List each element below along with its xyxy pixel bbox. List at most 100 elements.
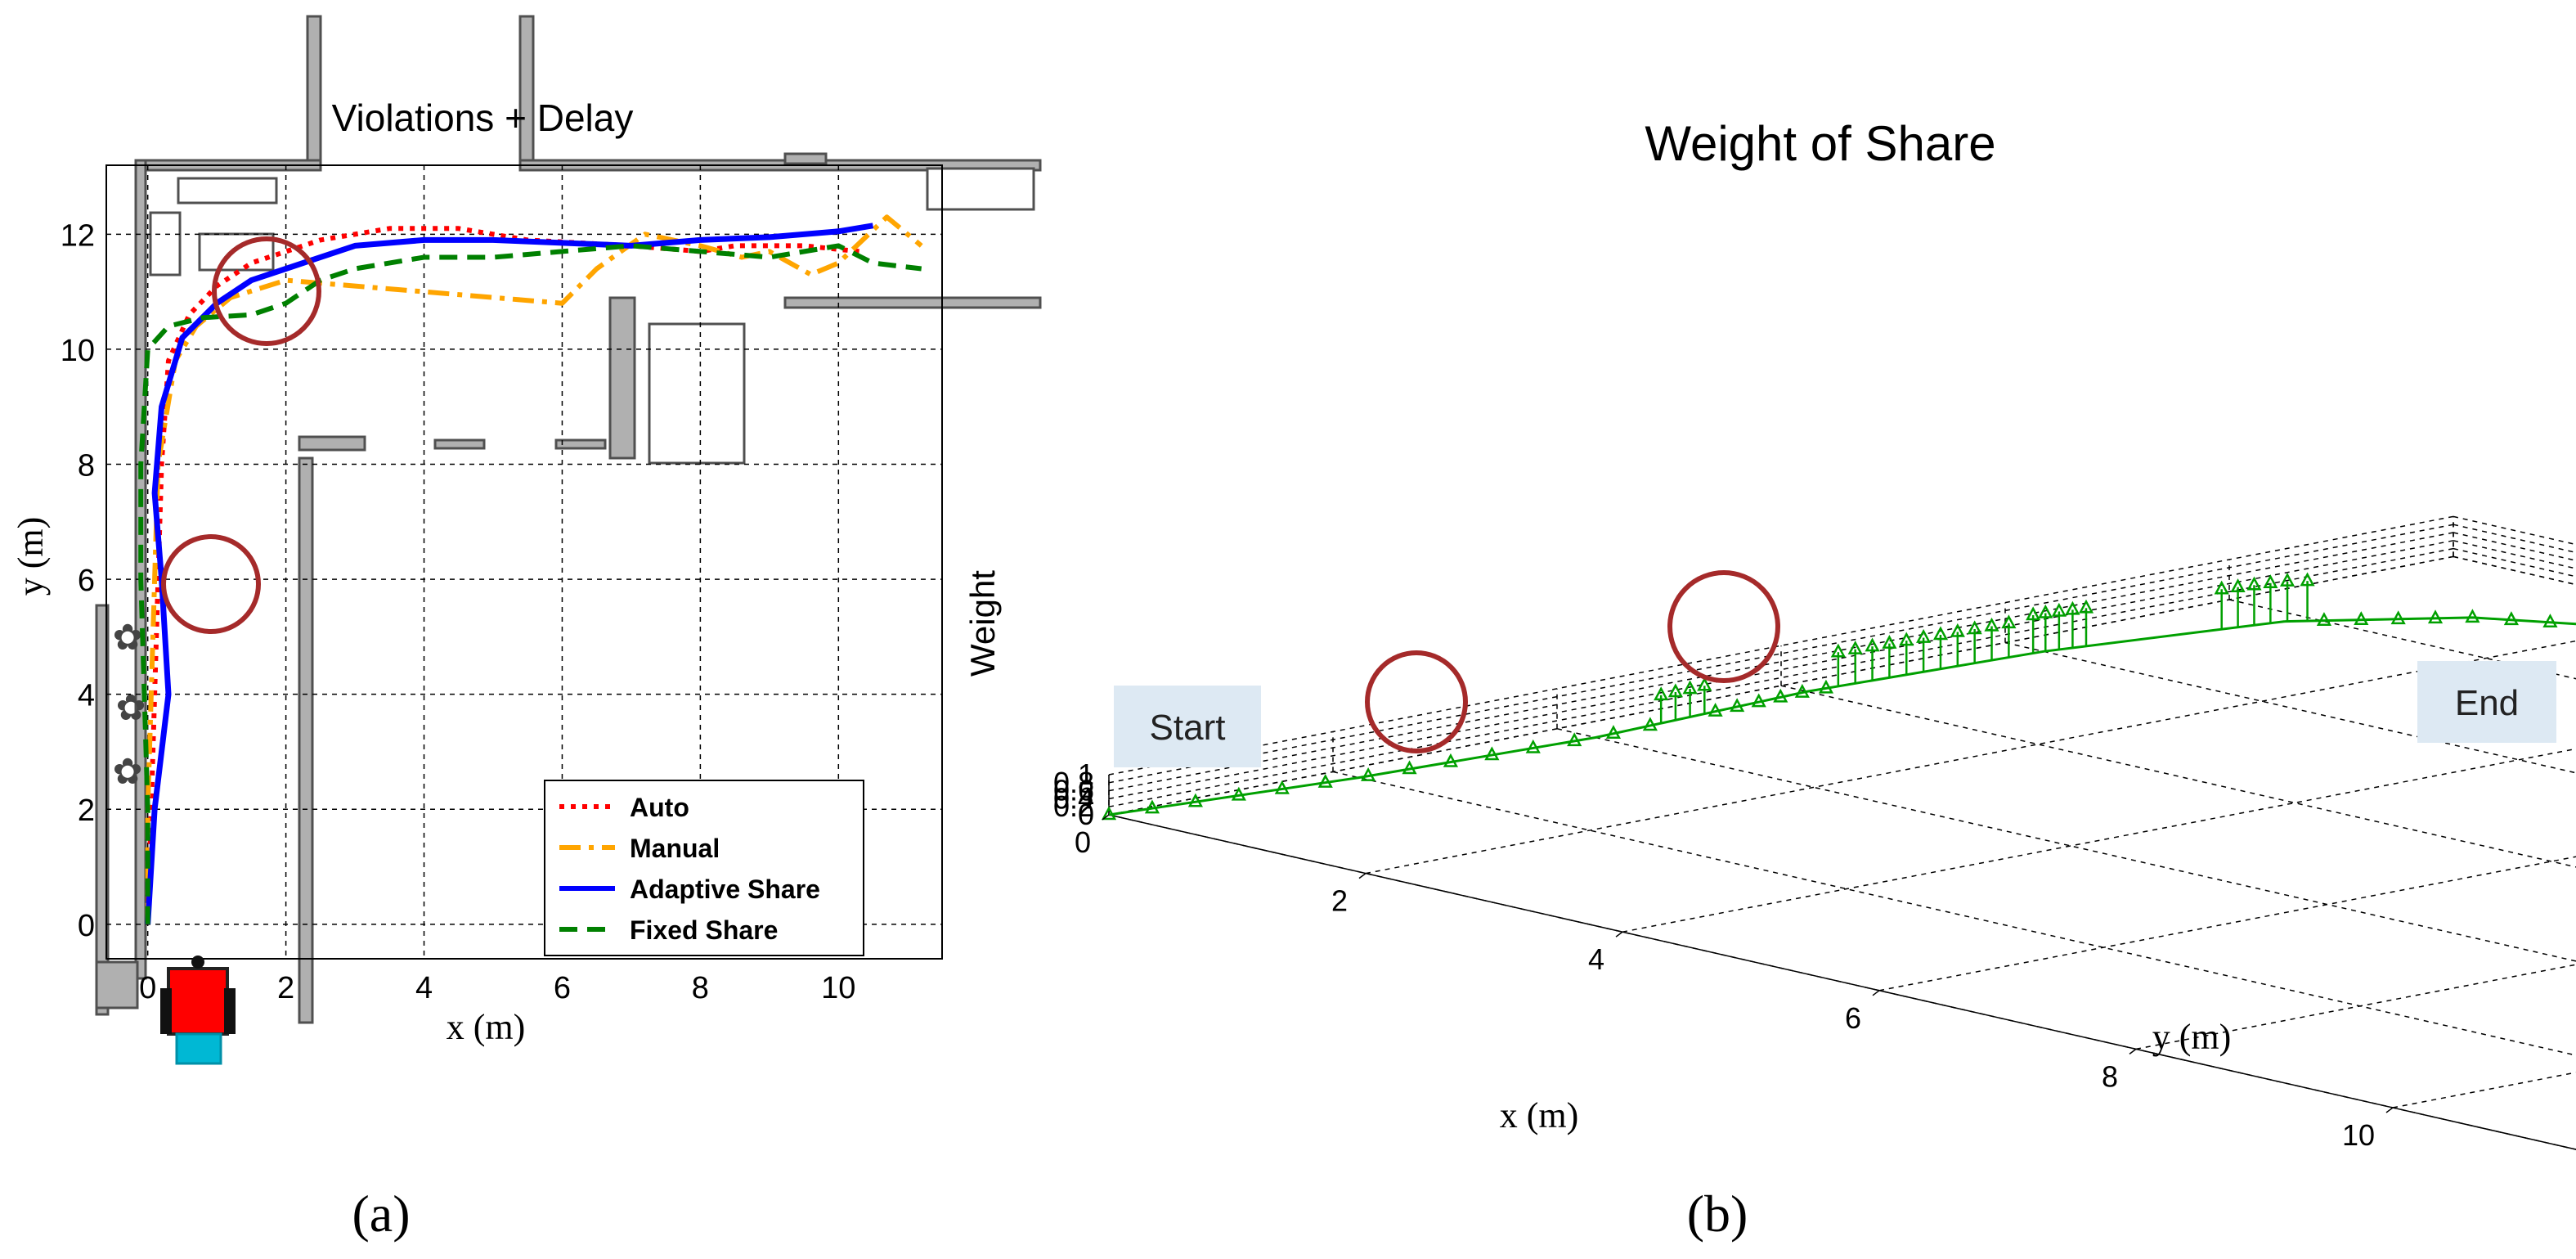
stem-marker — [1830, 643, 1846, 658]
x-tick-label: 0 — [1075, 825, 1091, 859]
y-tick-label: 8 — [78, 449, 95, 483]
y-tick-label: 0 — [78, 909, 95, 943]
floor-grid-line — [1878, 856, 2576, 991]
x-tick-label: 2 — [277, 971, 294, 1005]
y-axis-label-b: y (m) — [2152, 1017, 2232, 1057]
plant-icon: ✿ — [113, 618, 143, 658]
wall-stub-2 — [433, 438, 486, 450]
wall-grid-line — [1108, 540, 2454, 800]
wall-right-upper — [783, 296, 1042, 309]
stem-marker — [1697, 677, 1712, 691]
legend-label: Auto — [630, 793, 689, 822]
wall-grid-line — [1108, 515, 2454, 776]
stem-marker — [1274, 780, 1290, 794]
stem-marker — [1317, 773, 1333, 788]
door-frame-top — [783, 152, 828, 165]
chart-title-a: Violations + Delay — [332, 97, 634, 139]
x-tick-label: 6 — [1845, 1001, 1861, 1035]
z-tick-label: 0.2 — [1053, 789, 1094, 823]
x-axis-line — [1108, 814, 2576, 1150]
wheelchair-icon — [160, 955, 236, 1065]
x-tick-mark — [1872, 990, 1880, 996]
legend-label: Adaptive Share — [630, 875, 820, 904]
x-tick-label: 4 — [415, 971, 433, 1005]
floor-grid-line — [2228, 599, 2576, 680]
stem-marker — [2316, 612, 2332, 626]
annotation-circles-a — [161, 236, 321, 634]
stem-marker — [1773, 688, 1788, 703]
stem-marker — [1932, 626, 1949, 641]
stem-marker — [1101, 806, 1117, 821]
panel-a: ✿ ✿ ✿ 0 2 4 6 8 10 0 2 4 6 8 10 12 Violations + Dela… — [11, 15, 1042, 1243]
stem-marker — [1818, 679, 1834, 694]
floor-grid-line — [1556, 728, 2576, 962]
x-tick-label: 4 — [1588, 942, 1604, 976]
y-tick-label: 10 — [61, 334, 95, 368]
stem-marker — [2390, 610, 2406, 625]
stem-marker — [1654, 686, 1669, 701]
legend-box — [544, 780, 864, 956]
highlight-circle — [1667, 570, 1780, 683]
wall-grid-line — [1108, 555, 2454, 816]
plants: ✿ ✿ ✿ — [113, 618, 146, 792]
highlight-circle — [212, 236, 321, 346]
stem-marker — [2230, 578, 2246, 592]
trajectory-line — [1108, 616, 2576, 816]
x-tick-mark — [2385, 1107, 2394, 1113]
stem-marker — [2354, 611, 2369, 626]
x-axis-label-a: x (m) — [447, 1007, 526, 1047]
end-label: End — [2455, 683, 2519, 723]
x-axis-label-b: x (m) — [1500, 1095, 1579, 1135]
wall-stub-3 — [554, 438, 607, 450]
stem-marker — [1642, 717, 1658, 731]
x-tick-label: 10 — [2342, 1118, 2375, 1152]
stem-marker — [1231, 786, 1246, 801]
panel-b: 02468101202468101200.20.40.60.81 Weight … — [963, 116, 2576, 1243]
wall-grid-line — [1108, 547, 2454, 807]
stem-marker — [2065, 600, 2080, 615]
stem-marker — [2263, 574, 2278, 589]
legend-label: Manual — [630, 834, 720, 863]
grid-a — [106, 165, 942, 959]
stem-marker — [1605, 725, 1622, 740]
x-tick-label: 6 — [554, 971, 571, 1005]
floor-grid-line — [1622, 748, 2576, 933]
panel-label-a: (a) — [352, 1185, 410, 1243]
x-tick-label: 2 — [1331, 884, 1348, 918]
wall-top-right — [518, 15, 535, 170]
stem-marker — [2038, 604, 2053, 618]
y-tick-label: 6 — [78, 564, 95, 598]
sofa — [177, 177, 278, 205]
chart-title-b: Weight of Share — [1645, 116, 1995, 171]
start-label-box — [1114, 686, 1261, 767]
start-label: Start — [1150, 708, 1226, 748]
y-axis-label-a: y (m) — [11, 517, 51, 596]
stem-marker — [2465, 609, 2480, 623]
x-tick-label: 10 — [821, 971, 855, 1005]
stem-marker — [1187, 793, 1203, 807]
stem-marker — [1361, 767, 1376, 781]
wall-stair-side — [608, 296, 636, 460]
z-tick-label: 0 — [1078, 798, 1094, 831]
z-tick-label: 0.6 — [1053, 774, 1094, 807]
stem-marker — [1144, 799, 1160, 814]
ticks-a: 0 2 4 6 8 10 0 2 4 6 8 10 12 — [61, 218, 856, 1005]
annotation-circles-b — [1365, 570, 1780, 753]
wall-grid-line — [1108, 524, 2454, 784]
stem-marker — [1682, 680, 1698, 695]
stem-marker — [2542, 614, 2558, 628]
trajectory-path-3d — [1108, 616, 2576, 816]
stem-marker — [1708, 703, 1723, 717]
x-tick-label: 0 — [139, 971, 156, 1005]
wall-grid-line — [1108, 532, 2454, 792]
wall-corridor — [298, 456, 314, 1024]
x-tick-label: 8 — [2102, 1059, 2118, 1093]
end-label-box — [2417, 661, 2556, 743]
z-tick-label: 0.4 — [1053, 781, 1094, 815]
floor-grid-line — [2135, 964, 2576, 1050]
floor-plan — [95, 15, 1042, 1024]
stem-marker — [1667, 683, 1683, 698]
stem-marker — [2026, 606, 2041, 621]
wall-top-left — [306, 15, 322, 170]
